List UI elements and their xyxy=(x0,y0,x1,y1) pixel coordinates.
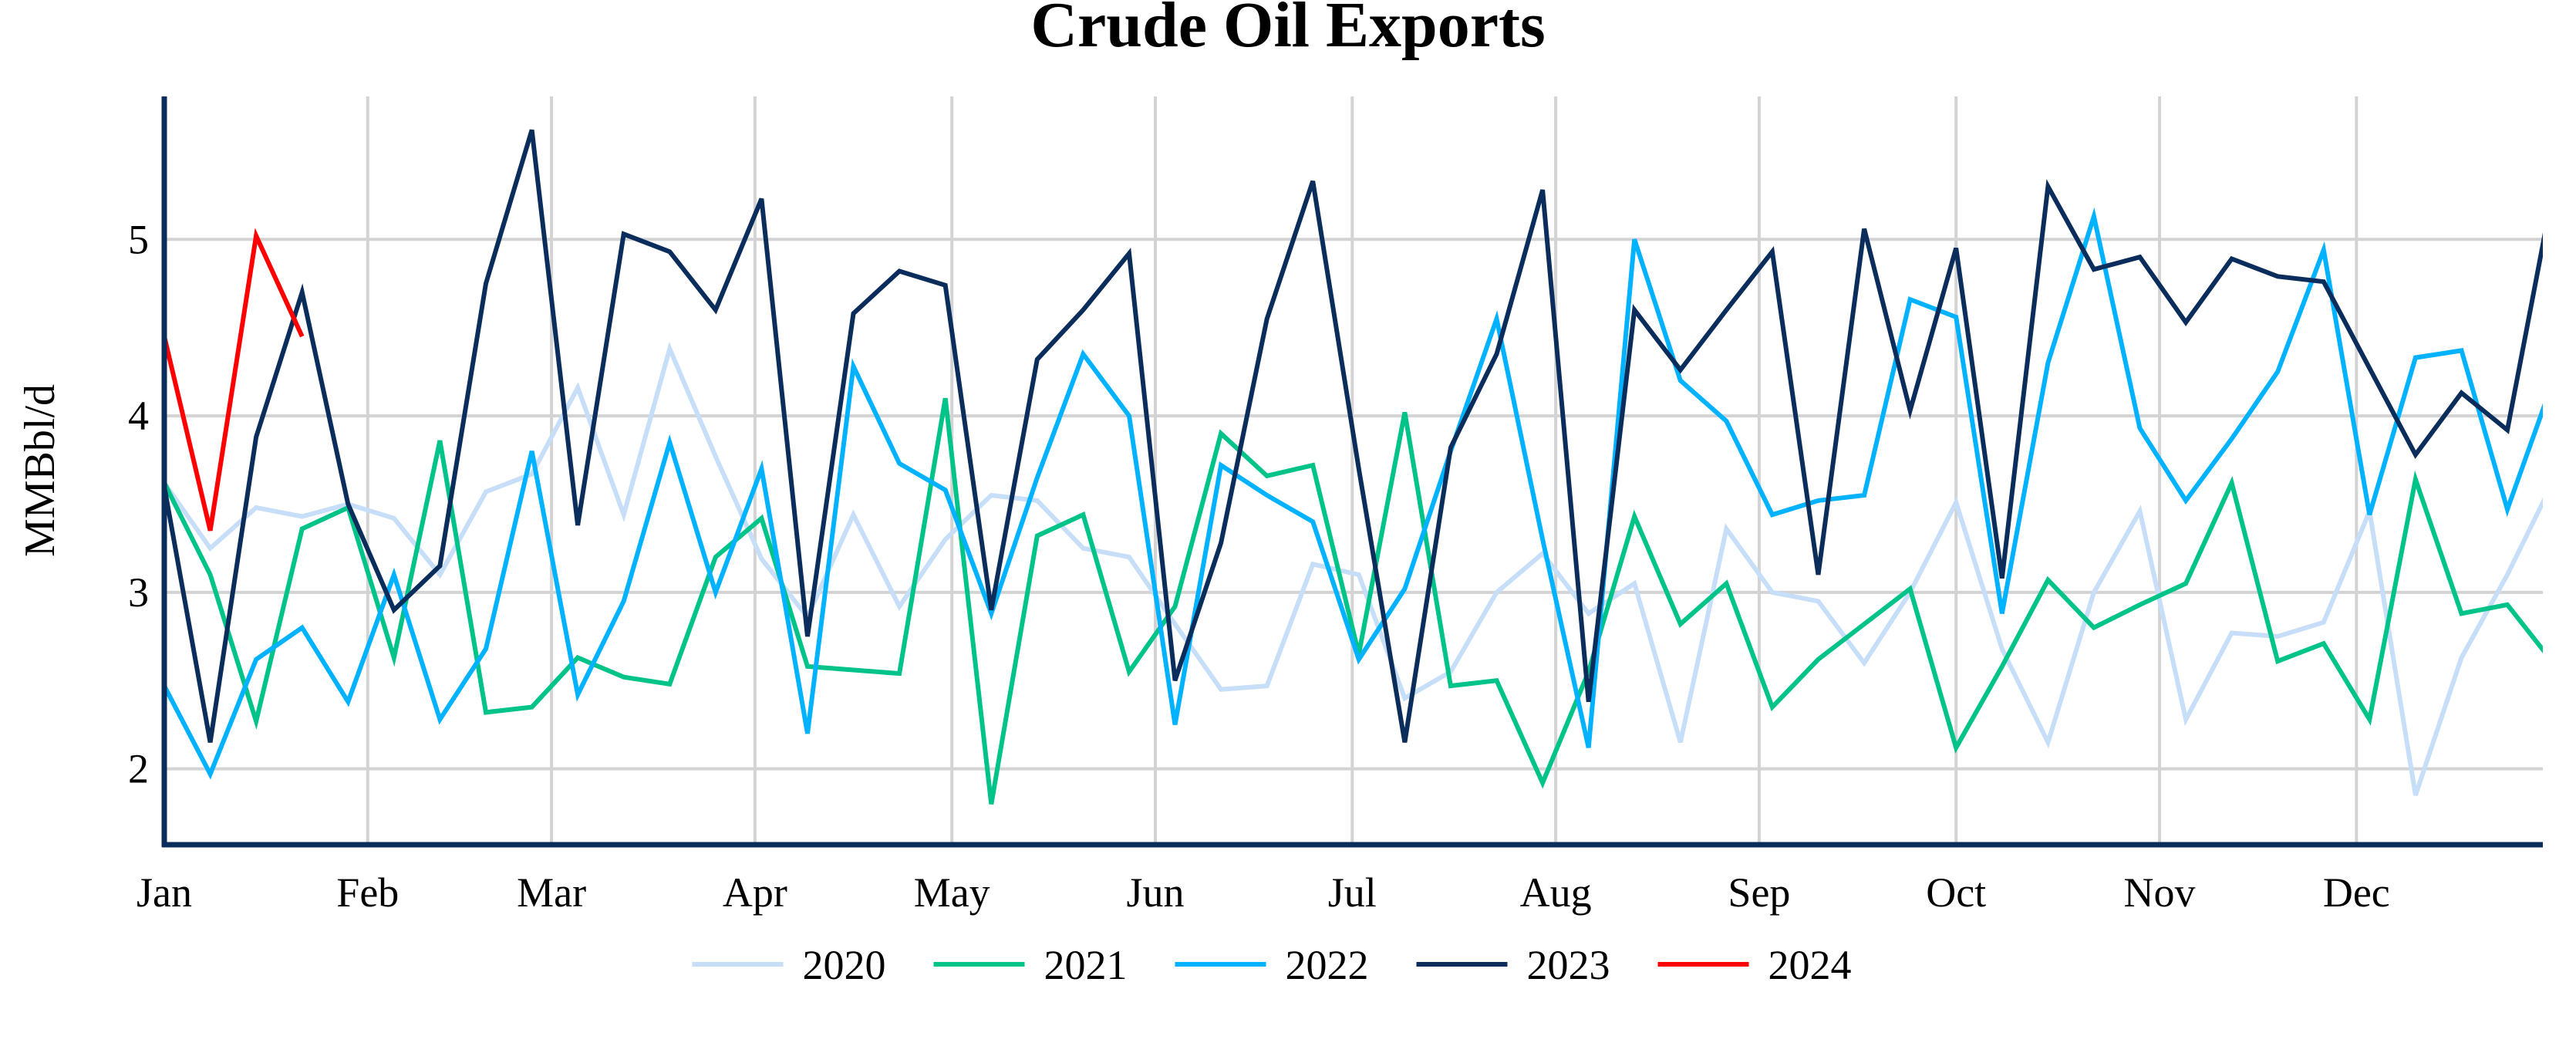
legend-item-2022: 2022 xyxy=(1175,942,1369,988)
x-tick-label: Feb xyxy=(336,869,399,916)
y-tick-label: 3 xyxy=(128,569,149,616)
x-tick-label: May xyxy=(914,869,990,916)
plot-lines xyxy=(164,129,2543,805)
legend-item-2023: 2023 xyxy=(1416,942,1610,988)
legend-label: 2024 xyxy=(1768,942,1852,988)
series-line-2022 xyxy=(164,207,2543,780)
legend-item-2020: 2020 xyxy=(692,942,886,988)
gridlines xyxy=(164,96,2543,845)
x-tick-label: Nov xyxy=(2124,869,2196,916)
axes xyxy=(161,96,2543,848)
x-tick-label: Jun xyxy=(1126,869,1184,916)
y-tick-label: 2 xyxy=(128,746,149,792)
x-tick-label: Sep xyxy=(1728,869,1790,916)
legend-item-2024: 2024 xyxy=(1657,942,1852,988)
legend-label: 2021 xyxy=(1044,942,1128,988)
y-axis-label: MMBbl/d xyxy=(16,384,64,557)
x-tick-label: Dec xyxy=(2323,869,2390,916)
legend-label: 2023 xyxy=(1527,942,1610,988)
series-line-2023 xyxy=(164,129,2543,743)
legend-label: 2020 xyxy=(803,942,886,988)
legend-label: 2022 xyxy=(1286,942,1369,988)
series-line-2024 xyxy=(164,228,305,532)
x-tick-label: Aug xyxy=(1520,869,1592,916)
chart-title: Crude Oil Exports xyxy=(1030,0,1545,61)
x-tick-label: Apr xyxy=(723,869,787,916)
tick-labels: Jan Feb Mar Apr May Jun Jul Aug Sep Oct Nov Dec 2 3 4 5 xyxy=(128,216,2390,916)
legend-item-2021: 2021 xyxy=(933,942,1128,988)
legend: 2020 2021 2022 2023 2024 xyxy=(692,942,1852,988)
x-tick-label: Oct xyxy=(1926,869,1986,916)
y-tick-label: 5 xyxy=(128,216,149,262)
x-tick-label: Jan xyxy=(137,869,192,916)
series-line-2020 xyxy=(164,342,2543,796)
x-tick-label: Mar xyxy=(517,869,586,916)
y-tick-label: 4 xyxy=(128,393,149,439)
x-tick-label: Jul xyxy=(1328,869,1377,916)
